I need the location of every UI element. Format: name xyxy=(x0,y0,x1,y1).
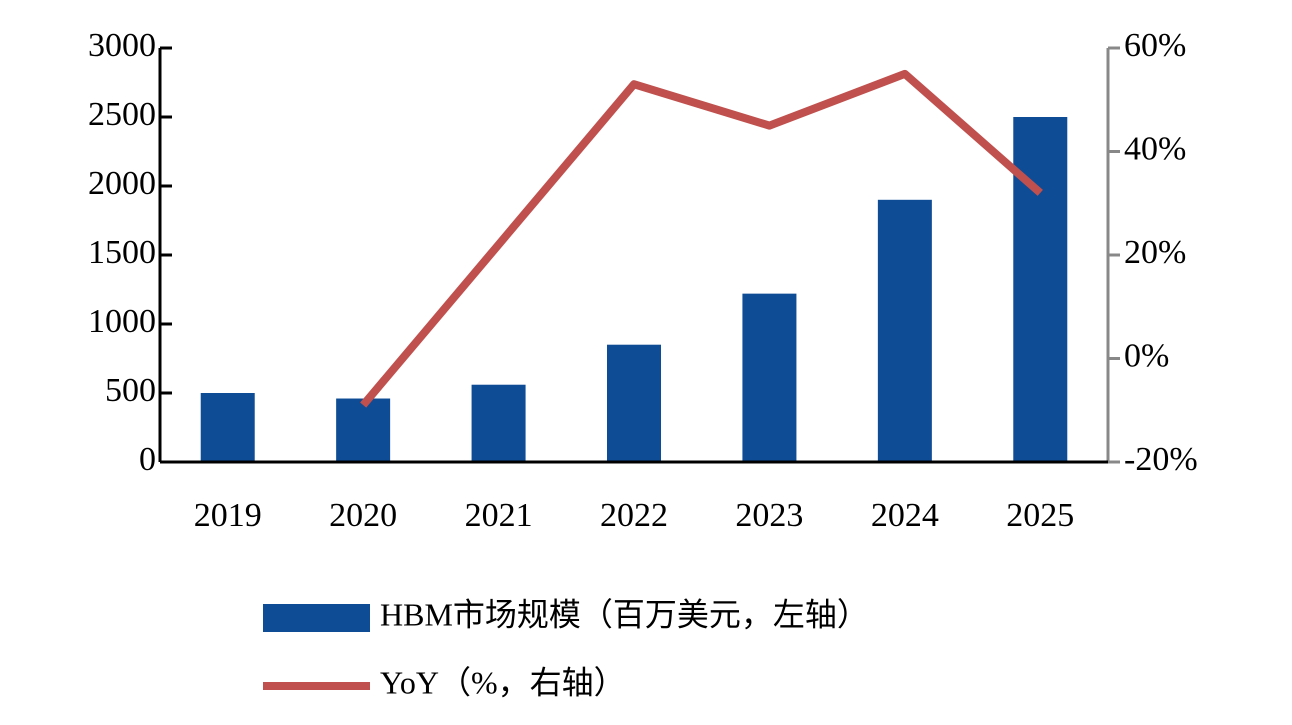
legend-label: YoY（%，右轴） xyxy=(380,664,626,700)
y-tick-label: 3000 xyxy=(88,27,156,64)
x-tick-label: 2021 xyxy=(465,497,533,534)
bar xyxy=(877,199,932,463)
bar xyxy=(1013,117,1068,462)
x-tick-label: 2023 xyxy=(735,497,803,534)
y-tick-label: 1000 xyxy=(88,303,156,340)
y-tick-label: 0 xyxy=(139,441,156,478)
bar xyxy=(742,293,797,462)
y-tick-label: 1500 xyxy=(88,234,156,271)
bar xyxy=(336,398,391,462)
x-tick-label: 2025 xyxy=(1006,497,1074,534)
y2-tick-label: 20% xyxy=(1124,234,1186,271)
bar xyxy=(200,393,255,462)
y2-tick-label: 0% xyxy=(1124,337,1169,374)
legend-swatch xyxy=(263,604,370,632)
legend-label: HBM市场规模（百万美元，左轴） xyxy=(380,596,869,632)
y-tick-label: 500 xyxy=(105,372,156,409)
x-tick-label: 2019 xyxy=(194,497,262,534)
x-tick-label: 2022 xyxy=(600,497,668,534)
y2-tick-label: 40% xyxy=(1124,130,1186,167)
y2-tick-label: -20% xyxy=(1124,441,1198,478)
line xyxy=(360,69,1043,408)
y-tick-label: 2000 xyxy=(88,165,156,202)
bar xyxy=(607,344,661,462)
x-tick-label: 2024 xyxy=(871,497,939,534)
x-tick-label: 2020 xyxy=(329,497,397,534)
y-tick-label: 2500 xyxy=(88,96,156,133)
bar xyxy=(471,384,526,462)
y2-tick-label: 60% xyxy=(1124,27,1186,64)
